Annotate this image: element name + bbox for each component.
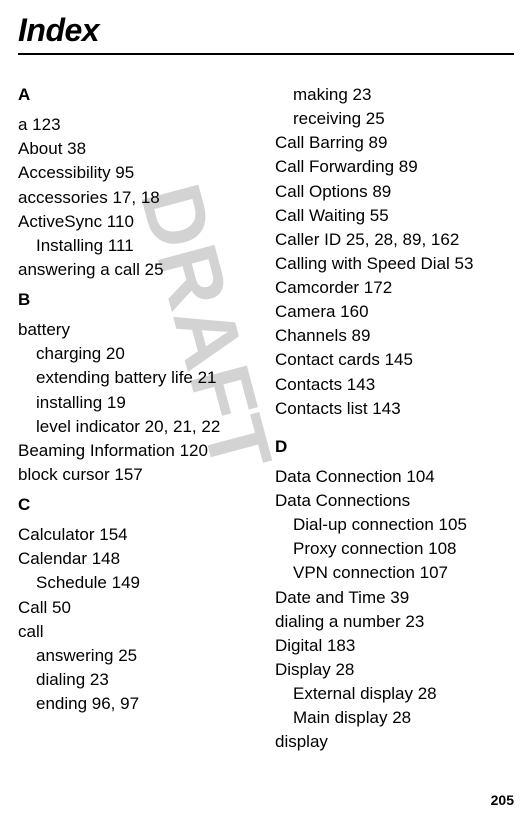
index-entry: Call Forwarding 89 [275,155,514,179]
index-columns: Aa 123About 38Accessibility 95accessorie… [18,83,514,754]
index-entry: Display 28 [275,658,514,682]
index-entry: Calendar 148 [18,547,257,571]
index-entry: Call 50 [18,596,257,620]
index-entry: VPN connection 107 [275,561,514,585]
index-entry: charging 20 [18,342,257,366]
index-entry: ending 96, 97 [18,692,257,716]
index-entry: Contacts 143 [275,373,514,397]
index-entry: dialing 23 [18,668,257,692]
index-entry: Accessibility 95 [18,161,257,185]
index-entry: Calculator 154 [18,523,257,547]
right-column: making 23receiving 25Call Barring 89Call… [275,83,514,754]
index-entry: receiving 25 [275,107,514,131]
index-entry: Installing 111 [18,234,257,258]
index-entry: Schedule 149 [18,571,257,595]
left-column: Aa 123About 38Accessibility 95accessorie… [18,83,257,754]
index-entry: ActiveSync 110 [18,210,257,234]
index-entry: Main display 28 [275,706,514,730]
index-entry: About 38 [18,137,257,161]
title-underline [18,53,514,55]
index-entry: Beaming Information 120 [18,439,257,463]
section-letter: C [18,493,257,517]
index-entry: Call Barring 89 [275,131,514,155]
index-entry: Channels 89 [275,324,514,348]
index-entry: display [275,730,514,754]
index-entry: Call Waiting 55 [275,204,514,228]
index-entry: dialing a number 23 [275,610,514,634]
index-entry: Date and Time 39 [275,586,514,610]
index-entry: Camera 160 [275,300,514,324]
index-entry: Caller ID 25, 28, 89, 162 [275,228,514,252]
index-entry: extending battery life 21 [18,366,257,390]
index-entry: battery [18,318,257,342]
index-entry: External display 28 [275,682,514,706]
index-entry: making 23 [275,83,514,107]
index-entry: Dial-up connection 105 [275,513,514,537]
index-entry: Data Connections [275,489,514,513]
index-entry: Digital 183 [275,634,514,658]
section-letter: D [275,435,514,459]
index-entry: accessories 17, 18 [18,186,257,210]
index-entry: Calling with Speed Dial 53 [275,252,514,276]
section-letter: B [18,288,257,312]
index-entry: answering a call 25 [18,258,257,282]
index-entry: Camcorder 172 [275,276,514,300]
index-entry: block cursor 157 [18,463,257,487]
index-entry: a 123 [18,113,257,137]
index-entry: Contact cards 145 [275,348,514,372]
index-entry: Call Options 89 [275,180,514,204]
index-entry: answering 25 [18,644,257,668]
index-entry: Proxy connection 108 [275,537,514,561]
page-content: Index Aa 123About 38Accessibility 95acce… [0,0,532,754]
index-entry: Data Connection 104 [275,465,514,489]
index-entry: installing 19 [18,391,257,415]
section-letter: A [18,83,257,107]
index-entry: Contacts list 143 [275,397,514,421]
page-title: Index [18,12,514,49]
page-number: 205 [491,792,514,808]
index-entry: level indicator 20, 21, 22 [18,415,257,439]
index-entry: call [18,620,257,644]
